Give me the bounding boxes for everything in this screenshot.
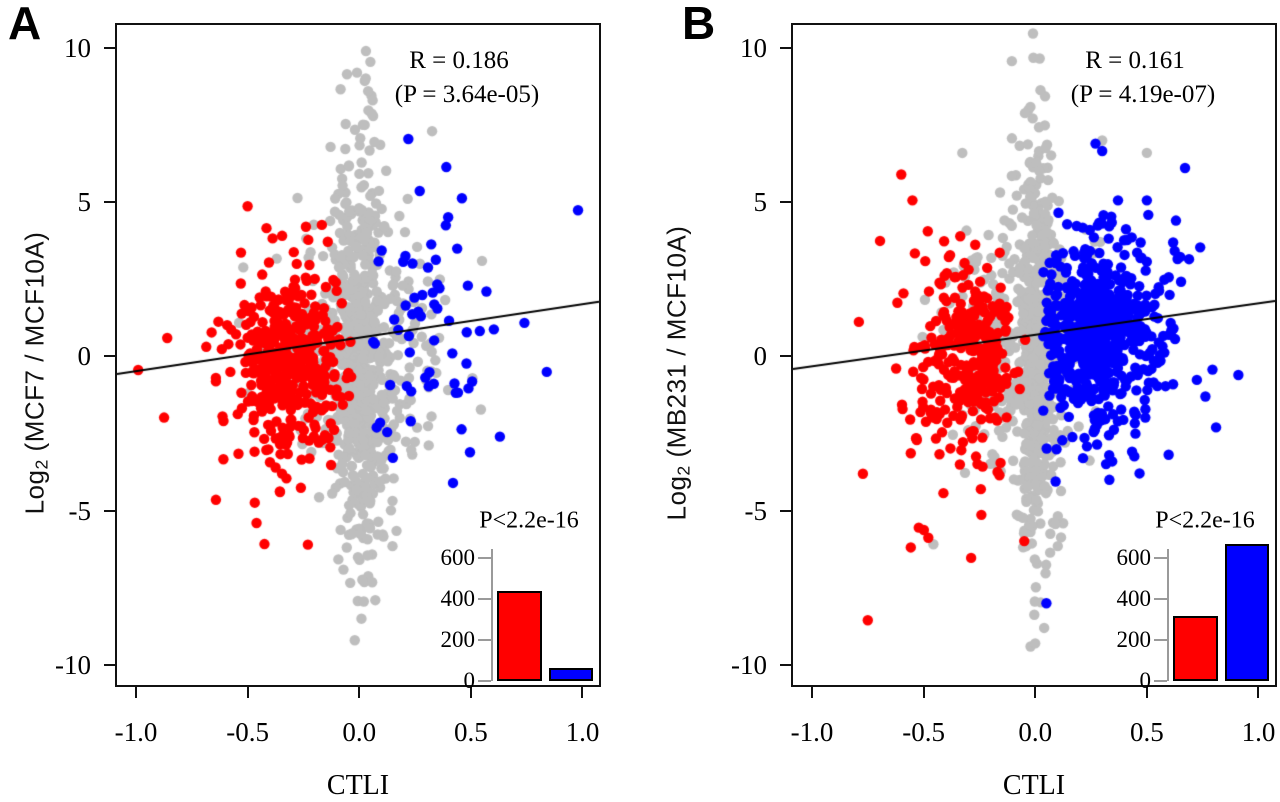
x-axis-tick [358, 687, 361, 698]
y-axis-tick [780, 509, 791, 512]
y-axis-tick-label: 10 [740, 32, 767, 63]
y-axis-tick-label: -5 [68, 495, 92, 526]
x-axis-tick-label: -0.5 [902, 717, 945, 747]
y-axis-tick [104, 509, 115, 512]
y-axis-tick [104, 355, 115, 358]
inset-axis-tick [478, 598, 491, 601]
inset-axis-tick-label: 600 [440, 545, 476, 571]
y-axis-tick-label: 0 [77, 341, 92, 372]
x-axis-title: CTLI [1002, 770, 1066, 801]
inset-axis-tick [478, 680, 491, 682]
inset-bar-axis [1167, 549, 1169, 681]
plot-area-a: R = 0.186 (P = 3.64e-05) P<2.2e-16 0 200 4… [115, 23, 601, 693]
y-axis-tick [780, 201, 791, 204]
y-axis-tick [780, 663, 791, 666]
inset-bar-blue [1224, 544, 1269, 681]
y-axis-tick [104, 201, 115, 204]
y-axis-tick-label: 5 [77, 187, 92, 218]
x-axis-tick [469, 687, 472, 698]
y-axis-tick-label: 10 [64, 32, 91, 63]
x-axis-tick [246, 687, 249, 698]
inset-bar-axis [491, 549, 493, 681]
inset-axis-tick-label: 200 [1116, 627, 1152, 653]
y-axis-tick-label: -10 [731, 649, 767, 680]
panel-label-b: B [682, 0, 716, 49]
panel-label-a: A [8, 0, 42, 49]
inset-axis-tick-label: 0 [463, 668, 476, 693]
x-axis-tick-label: 0.5 [1129, 717, 1164, 747]
x-axis-tick [922, 687, 925, 698]
inset-axis-tick [1154, 557, 1167, 560]
correlation-p-annotation: (P = 4.19e-07) [1070, 81, 1216, 108]
inset-axis-tick [1154, 680, 1167, 682]
scatter-canvas-b [793, 25, 1275, 685]
inset-axis-tick [478, 639, 491, 642]
inset-axis-tick [1154, 639, 1167, 642]
y-axis-tick-label: -5 [744, 495, 768, 526]
x-axis-tick [810, 687, 813, 698]
x-axis-tick [581, 687, 584, 698]
x-axis-tick-label: -1.0 [790, 717, 834, 747]
y-axis-tick [104, 46, 115, 49]
inset-bar-red [1173, 615, 1218, 681]
x-axis-tick-label: 0.0 [1018, 717, 1053, 747]
inset-axis-tick-label: 200 [440, 627, 476, 653]
y-axis-tick-label: -10 [55, 649, 91, 680]
x-axis-tick [1034, 687, 1037, 698]
panel-a: R = 0.186 (P = 3.64e-05) P<2.2e-16 0 200 4… [0, 0, 604, 802]
inset-axis-tick-label: 0 [1139, 668, 1152, 693]
scatter-canvas-a [117, 25, 599, 685]
x-axis-tick-label: 0.5 [453, 717, 488, 747]
correlation-r-annotation: R = 0.161 [1085, 47, 1185, 74]
x-axis-tick-label: 1.0 [565, 717, 600, 747]
plot-area-b: R = 0.161 (P = 4.19e-07) P<2.2e-16 0 200 4… [791, 23, 1277, 693]
inset-axis-tick-label: 600 [1116, 545, 1152, 571]
y-axis-tick-label: 5 [753, 187, 768, 218]
inset-axis-tick-label: 400 [1116, 586, 1152, 612]
correlation-p-annotation: (P = 3.64e-05) [394, 81, 540, 108]
y-axis-tick [780, 46, 791, 49]
y-axis-tick [104, 663, 115, 666]
x-axis-tick-label: -1.0 [114, 717, 158, 747]
inset-p-value-label: P<2.2e-16 [479, 507, 579, 534]
inset-bar-red [497, 591, 542, 681]
inset-axis-tick-label: 400 [440, 586, 476, 612]
panel-b: R = 0.161 (P = 4.19e-07) P<2.2e-16 0 200 4… [676, 0, 1280, 802]
correlation-r-annotation: R = 0.186 [409, 47, 509, 74]
x-axis-tick-label: 0.0 [342, 717, 377, 747]
x-axis-tick [1257, 687, 1260, 698]
inset-p-value-label: P<2.2e-16 [1155, 507, 1255, 534]
inset-axis-tick [478, 557, 491, 560]
inset-axis-tick [1154, 598, 1167, 601]
x-axis-title: CTLI [326, 770, 390, 801]
x-axis-tick [134, 687, 137, 698]
x-axis-tick-label: -0.5 [226, 717, 269, 747]
y-axis-tick-label: 0 [753, 341, 768, 372]
inset-bar-blue [548, 667, 593, 681]
x-axis-tick [1145, 687, 1148, 698]
y-axis-tick [780, 355, 791, 358]
x-axis-tick-label: 1.0 [1241, 717, 1276, 747]
